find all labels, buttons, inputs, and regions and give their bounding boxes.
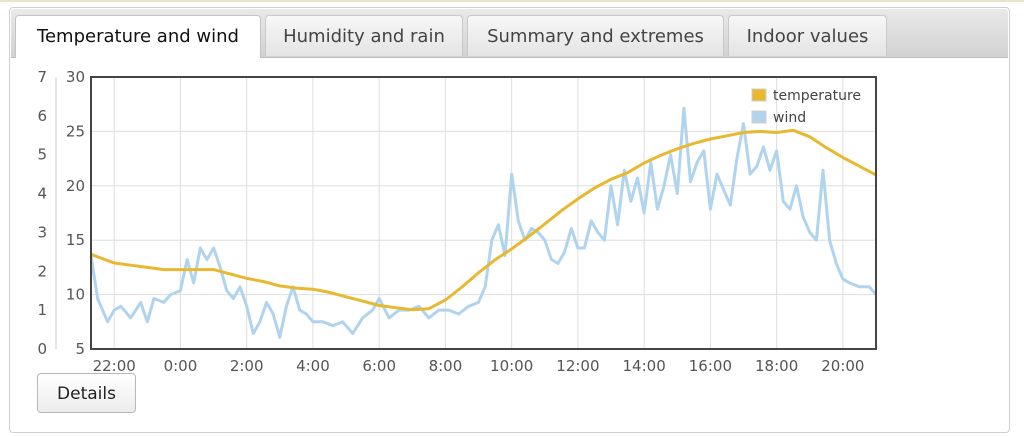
legend-swatch-temperature bbox=[751, 88, 767, 102]
y-inner-tick-label: 10 bbox=[66, 286, 85, 304]
tab-bar: Temperature and wind Humidity and rain S… bbox=[11, 9, 1008, 58]
series-line-temperature bbox=[90, 128, 877, 312]
legend-label-wind: wind bbox=[773, 110, 806, 126]
plot-area bbox=[91, 77, 876, 349]
x-tick-label: 14:00 bbox=[623, 357, 666, 375]
tab-temperature-and-wind[interactable]: Temperature and wind bbox=[15, 15, 261, 58]
tab-humidity-and-rain[interactable]: Humidity and rain bbox=[265, 15, 463, 56]
y-inner-tick-label: 5 bbox=[75, 340, 85, 358]
x-tick-label: 4:00 bbox=[296, 357, 330, 375]
y-outer-tick-label: 1 bbox=[37, 301, 47, 319]
y-inner-tick-label: 25 bbox=[66, 122, 85, 140]
x-tick-label: 2:00 bbox=[230, 357, 264, 375]
y-outer-tick-label: 2 bbox=[37, 262, 47, 280]
y-outer-tick-label: 6 bbox=[37, 107, 47, 125]
y-outer-tick-label: 4 bbox=[37, 185, 47, 203]
details-button[interactable]: Details bbox=[37, 373, 136, 413]
x-tick-label: 0:00 bbox=[164, 357, 198, 375]
y-outer-tick-label: 3 bbox=[37, 223, 47, 241]
x-tick-label: 18:00 bbox=[755, 357, 798, 375]
tab-indoor-values[interactable]: Indoor values bbox=[728, 15, 887, 56]
x-tick-label: 22:00 bbox=[93, 357, 136, 375]
y-outer-tick-label: 0 bbox=[37, 340, 47, 358]
x-tick-label: 16:00 bbox=[689, 357, 732, 375]
y-inner-tick-label: 30 bbox=[66, 68, 85, 86]
temperature-wind-chart: 22:00 0:00 2:00 4:00 6:00 8:00 10:00 12:00 14:00… bbox=[37, 68, 878, 375]
legend-swatch-wind bbox=[751, 110, 767, 124]
tab-summary-and-extremes[interactable]: Summary and extremes bbox=[467, 15, 724, 56]
x-tick-label: 8:00 bbox=[429, 357, 463, 375]
plot-frame bbox=[90, 76, 877, 350]
x-tick-label: 6:00 bbox=[362, 357, 396, 375]
x-tick-label: 12:00 bbox=[556, 357, 599, 375]
series-line-wind bbox=[89, 106, 878, 339]
legend-label-temperature: temperature bbox=[773, 88, 861, 104]
top-accent-line bbox=[0, 0, 1024, 2]
weather-panel: Temperature and wind Humidity and rain S… bbox=[9, 7, 1010, 433]
y-outer-tick-label: 5 bbox=[37, 146, 47, 164]
x-tick-label: 10:00 bbox=[490, 357, 533, 375]
y-inner-tick-label: 15 bbox=[66, 231, 85, 249]
x-tick-label: 20:00 bbox=[821, 357, 864, 375]
y-inner-tick-label: 20 bbox=[66, 177, 85, 195]
y-outer-tick-label: 7 bbox=[37, 68, 47, 86]
